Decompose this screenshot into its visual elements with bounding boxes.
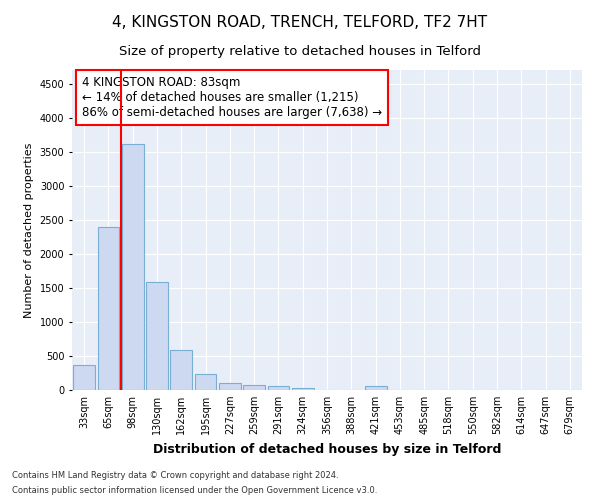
Bar [365, 386, 386, 390]
Bar [292, 388, 314, 390]
Text: 4, KINGSTON ROAD, TRENCH, TELFORD, TF2 7HT: 4, KINGSTON ROAD, TRENCH, TELFORD, TF2 7… [112, 15, 488, 30]
Bar [73, 365, 95, 390]
Bar [122, 144, 143, 390]
Text: Contains public sector information licensed under the Open Government Licence v3: Contains public sector information licen… [12, 486, 377, 495]
Bar [194, 374, 217, 390]
Bar [268, 386, 289, 390]
Text: 4 KINGSTON ROAD: 83sqm
← 14% of detached houses are smaller (1,215)
86% of semi-: 4 KINGSTON ROAD: 83sqm ← 14% of detached… [82, 76, 382, 120]
Y-axis label: Number of detached properties: Number of detached properties [24, 142, 34, 318]
Bar [97, 226, 119, 390]
Bar [170, 350, 192, 390]
Bar [243, 385, 265, 390]
Bar [146, 282, 168, 390]
Text: Size of property relative to detached houses in Telford: Size of property relative to detached ho… [119, 45, 481, 58]
Text: Contains HM Land Registry data © Crown copyright and database right 2024.: Contains HM Land Registry data © Crown c… [12, 471, 338, 480]
X-axis label: Distribution of detached houses by size in Telford: Distribution of detached houses by size … [153, 442, 501, 456]
Bar [219, 382, 241, 390]
